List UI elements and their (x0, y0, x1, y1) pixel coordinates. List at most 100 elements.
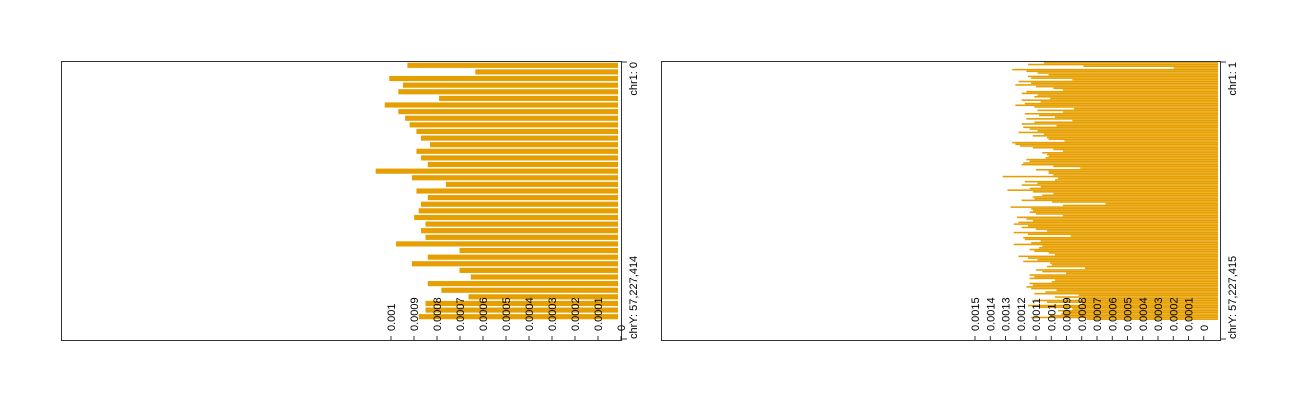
data-bar (416, 128, 618, 135)
data-bar (425, 307, 618, 313)
data-bar (414, 214, 618, 221)
data-bar (1013, 243, 1218, 246)
data-bar (420, 155, 618, 161)
data-bar (1026, 158, 1218, 161)
data-bar (398, 109, 618, 115)
data-bar (1032, 191, 1218, 193)
x-tick-label: 0.0004 (1138, 297, 1150, 331)
data-bar (1062, 311, 1218, 314)
data-bar (1018, 80, 1218, 83)
data-bar (1173, 67, 1218, 69)
data-bar (1032, 209, 1218, 212)
data-bar (1048, 73, 1218, 76)
data-bar (1053, 148, 1218, 151)
data-bar (1026, 286, 1218, 288)
data-bar (1024, 112, 1218, 115)
data-bar (425, 300, 618, 307)
data-bar (1021, 163, 1218, 166)
data-bar (1028, 225, 1218, 227)
data-bar (1031, 82, 1218, 84)
x-tick-label: 0.0001 (1184, 297, 1196, 331)
data-bar (1028, 257, 1218, 259)
data-bar (1083, 298, 1218, 300)
data-bar (1034, 299, 1218, 302)
data-bar (1035, 213, 1218, 215)
data-bar (445, 181, 618, 187)
data-bar (409, 122, 618, 128)
plot-frame (661, 61, 1221, 341)
data-bar (1028, 63, 1218, 66)
data-bar (1031, 208, 1218, 210)
data-bar (470, 274, 618, 280)
data-bar (1034, 121, 1218, 124)
data-bar (1058, 177, 1218, 180)
data-bar (1040, 185, 1218, 188)
data-bar (1072, 119, 1218, 122)
data-bar (1031, 287, 1218, 290)
data-bar (1047, 153, 1218, 156)
x-tick-label: 0.001 (1046, 303, 1058, 331)
chart-panel-1: 0.001 0.0009 0.0008 0.0007 0.0006 0.0005 0.000… (61, 61, 640, 341)
data-bar (1042, 152, 1218, 154)
data-bar (402, 82, 618, 88)
data-bar (1026, 70, 1218, 73)
data-bar (1012, 68, 1218, 71)
plot-frame (61, 61, 622, 341)
x-tick-label: 0.0004 (524, 297, 536, 331)
chart-panel-2: 0.0015 0.0014 0.0013 0.0012 0.0011 0.001 0.000… (661, 61, 1239, 341)
data-bar (1035, 228, 1218, 230)
data-bar (1034, 106, 1218, 108)
data-bar (1029, 274, 1218, 276)
data-bar (1023, 236, 1218, 239)
data-bar (1081, 303, 1218, 305)
data-bar (427, 195, 618, 201)
x-tick-label: 0.001 (386, 303, 398, 331)
data-bar (420, 201, 618, 207)
data-bar (1028, 304, 1218, 307)
data-bar (1043, 62, 1218, 64)
x-tick-label: 0.0002 (570, 297, 582, 331)
data-bar (1070, 235, 1218, 237)
data-bar (389, 75, 618, 82)
data-bar (1024, 180, 1218, 183)
data-bar (1020, 145, 1218, 147)
data-bar (1080, 167, 1218, 169)
data-bar (1054, 179, 1218, 181)
data-bar (1050, 97, 1218, 100)
data-bar (1002, 175, 1218, 178)
data-bar (396, 241, 618, 247)
data-bar (1021, 226, 1218, 229)
data-bar (1078, 294, 1218, 297)
data-bar (1021, 123, 1218, 125)
data-bar (420, 135, 618, 141)
data-bar (459, 247, 618, 254)
data-bar (1031, 241, 1218, 244)
x-tick-label: 0.0003 (547, 297, 559, 331)
data-bar (1028, 233, 1218, 236)
data-bar (1023, 126, 1218, 129)
data-bar (1085, 267, 1218, 270)
x-tick-label: 0.0001 (593, 297, 605, 331)
data-bar (1043, 133, 1218, 135)
x-tick-label: 0.0009 (1062, 297, 1074, 331)
data-bar (1073, 107, 1218, 110)
data-bar (1072, 308, 1218, 310)
data-bar (1029, 211, 1218, 213)
data-bar (1015, 84, 1218, 86)
data-bar (1062, 150, 1218, 152)
data-bar (1050, 262, 1218, 264)
data-bar (1045, 291, 1218, 293)
data-bar (1062, 204, 1218, 207)
data-bar (430, 142, 618, 148)
x-tick-label: 0.0005 (1123, 297, 1135, 331)
data-bar (1010, 206, 1218, 208)
data-bar (1054, 116, 1218, 118)
data-bar (1042, 270, 1218, 273)
data-bar (1037, 182, 1218, 185)
x-tick-label: 0.0003 (1153, 297, 1165, 331)
data-bar (1035, 269, 1218, 271)
x-tick-label: 0.0008 (432, 297, 444, 331)
data-bar (427, 254, 618, 260)
data-bar (1032, 146, 1218, 149)
